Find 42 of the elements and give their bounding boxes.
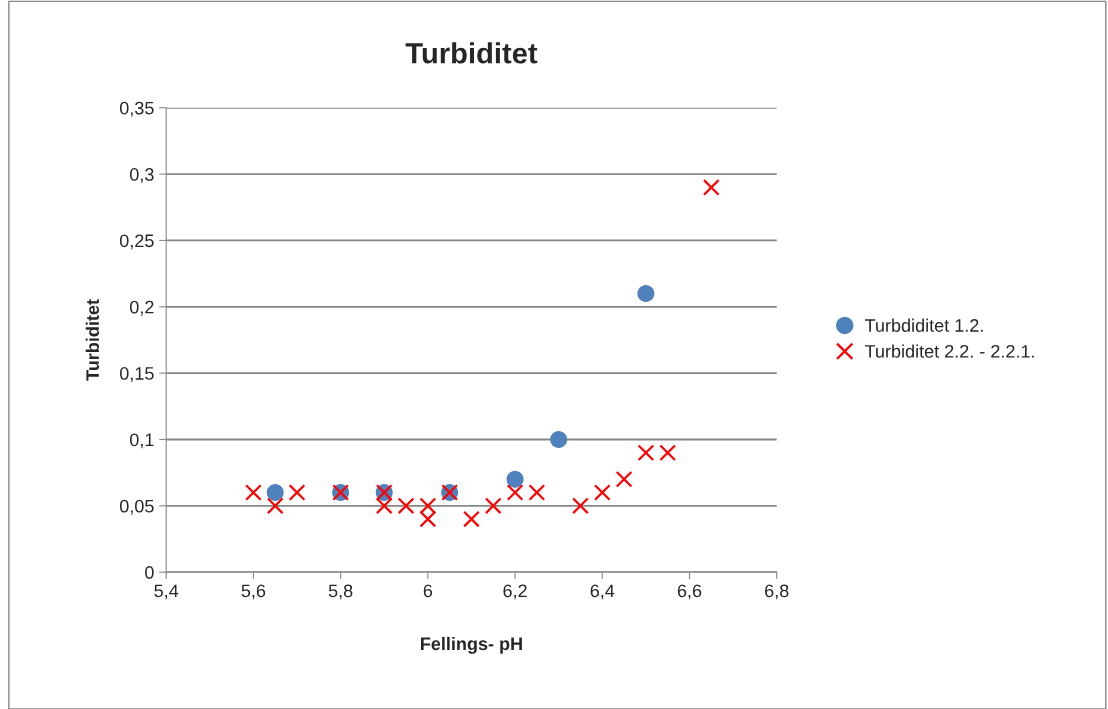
x-tick-label: 6 <box>423 584 433 598</box>
point <box>266 484 284 502</box>
point <box>593 484 611 501</box>
x-tick-label: 5,6 <box>241 584 266 600</box>
y-tick-label: 0,15 <box>119 367 154 382</box>
point <box>463 510 480 528</box>
point <box>506 470 524 488</box>
point <box>637 285 655 303</box>
y-tick-label: 0 <box>145 566 154 579</box>
x-tick-label: 6,2 <box>503 584 527 600</box>
point <box>288 484 306 501</box>
point <box>572 497 589 515</box>
y-axis-title: Turbiditet <box>85 299 100 381</box>
point <box>397 497 415 515</box>
point <box>702 178 720 196</box>
point <box>419 497 437 515</box>
point <box>659 444 677 462</box>
legend-label: Turbiditet 2.2. - 2.2.1. <box>864 344 1034 358</box>
y-tick-label: 0,2 <box>130 300 154 316</box>
point <box>637 444 655 462</box>
point <box>615 470 633 488</box>
point <box>528 484 546 501</box>
point <box>375 497 393 515</box>
legend-label: Turbdiditet 1.2. <box>864 318 983 332</box>
y-tick-label: 0,1 <box>130 433 154 449</box>
x-tick-label: 5,4 <box>154 584 179 600</box>
y-tick-label: 0,25 <box>119 234 154 250</box>
x-tick-label: 6,4 <box>590 584 615 600</box>
chart-title: Turbiditet <box>405 42 538 64</box>
x-tick-label: 6,8 <box>765 584 789 600</box>
point <box>550 430 568 448</box>
x-axis-title: Fellings- pH <box>421 636 522 654</box>
y-tick-label: 0,35 <box>119 101 154 117</box>
x-tick-label: 6,6 <box>677 584 702 600</box>
point <box>266 497 284 515</box>
point <box>419 510 437 528</box>
x-tick-label: 5,8 <box>328 584 353 600</box>
y-tick-label: 0,3 <box>130 168 154 183</box>
point <box>506 484 524 501</box>
y-tick-label: 0,05 <box>119 499 154 515</box>
point <box>484 497 502 515</box>
point <box>245 484 262 501</box>
